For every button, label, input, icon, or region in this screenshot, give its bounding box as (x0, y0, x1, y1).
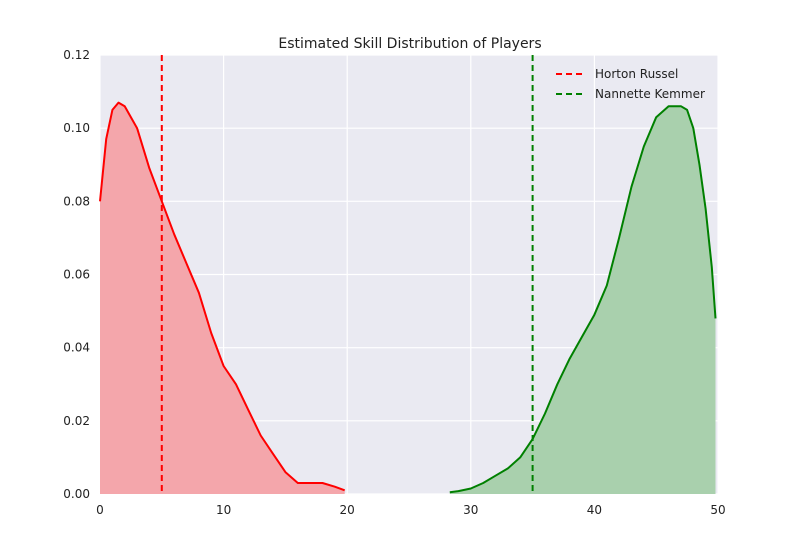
legend-label-horton-russel: Horton Russel (595, 67, 678, 81)
density-area-1 (449, 106, 716, 494)
y-tick-label: 0.00 (63, 487, 90, 501)
x-tick-label: 0 (96, 503, 104, 517)
chart-title: Estimated Skill Distribution of Players (278, 36, 541, 52)
x-tick-label: 50 (710, 503, 725, 517)
y-tick-label: 0.06 (63, 268, 90, 282)
legend-label-nannette-kemmer: Nannette Kemmer (595, 87, 705, 101)
x-axis-ticks: 0 10 20 30 40 50 (96, 503, 725, 517)
density-lines (99, 101, 717, 494)
x-tick-label: 20 (340, 503, 355, 517)
x-tick-label: 30 (463, 503, 478, 517)
y-tick-label: 0.04 (63, 341, 90, 355)
x-tick-label: 40 (587, 503, 602, 517)
y-tick-label: 0.12 (63, 48, 90, 62)
y-tick-label: 0.02 (63, 414, 90, 428)
y-axis-ticks: 0.00 0.02 0.04 0.06 0.08 0.10 0.12 (63, 48, 90, 501)
y-tick-label: 0.08 (63, 194, 90, 208)
player-markers (160, 55, 534, 494)
density-line-1 (449, 105, 717, 494)
y-tick-label: 0.10 (63, 121, 90, 135)
density-line-0 (99, 101, 346, 492)
x-tick-label: 10 (216, 503, 231, 517)
legend: Horton Russel Nannette Kemmer (556, 67, 705, 101)
